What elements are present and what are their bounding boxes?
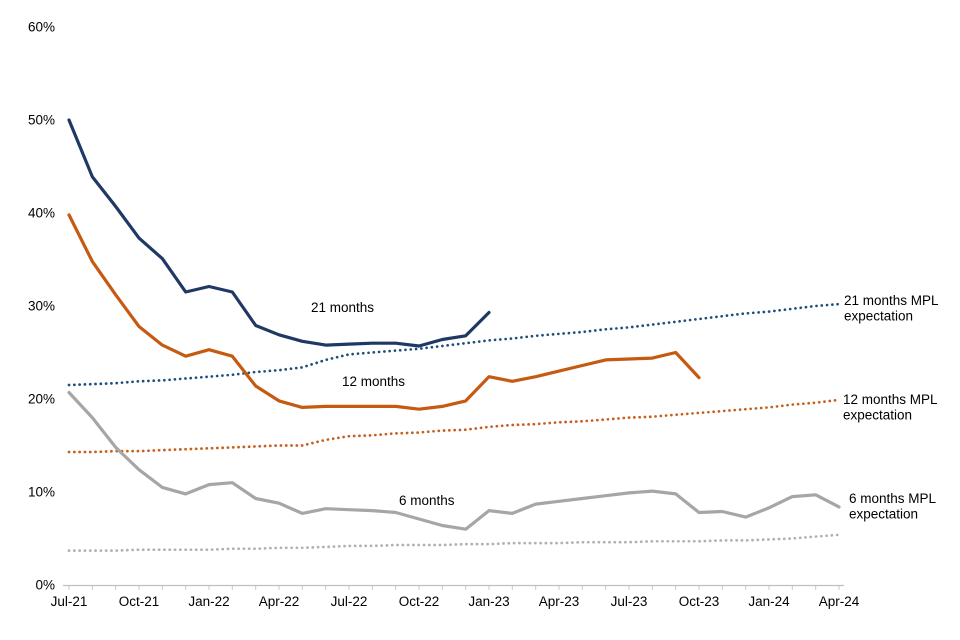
x-axis-tick-label: Apr-23 (539, 594, 580, 609)
series-6-months-mpl-expectation-label: 6 months MPL expectation (849, 491, 937, 522)
y-axis-tick-label: 60% (28, 20, 55, 35)
x-axis-tick-label: Jan-22 (188, 594, 229, 609)
y-axis-tick-label: 10% (28, 485, 55, 500)
series-12-months-line (67, 213, 701, 411)
x-axis-tick-label: Apr-24 (819, 594, 860, 609)
series-6-months-line (67, 390, 841, 531)
series-6-months-label: 6 months (399, 493, 455, 508)
x-axis-tick-label: Oct-21 (119, 594, 160, 609)
x-axis-tick-label: Oct-22 (399, 594, 440, 609)
x-axis-tick-label: Oct-23 (679, 594, 720, 609)
x-axis-tick-label: Jul-22 (331, 594, 368, 609)
y-axis-tick-label: 50% (28, 113, 55, 128)
y-axis-tick-label: 30% (28, 299, 55, 314)
series-12-months-mpl-expectation-line (67, 398, 841, 454)
y-axis-tick-label: 20% (28, 392, 55, 407)
series-21-months-label: 21 months (311, 300, 374, 315)
x-axis-tick-label: Apr-22 (259, 594, 300, 609)
series-6-months-mpl-expectation-line (67, 533, 841, 552)
series-21-months-mpl-expectation-line (67, 302, 841, 387)
series-21-months-mpl-expectation-label: 21 months MPL expectation (844, 293, 939, 324)
y-axis-tick-label: 40% (28, 206, 55, 221)
x-axis-tick-label: Jul-23 (611, 594, 648, 609)
x-axis-tick-label: Jan-23 (468, 594, 509, 609)
series-12-months-label: 12 months (342, 374, 405, 389)
y-axis-tick-label: 0% (35, 578, 55, 593)
series-21-months-line (67, 118, 491, 348)
series-12-months-mpl-expectation-label: 12 months MPL expectation (843, 392, 938, 423)
x-axis-tick-label: Jul-21 (51, 594, 88, 609)
x-axis-tick-label: Jan-24 (748, 594, 790, 609)
